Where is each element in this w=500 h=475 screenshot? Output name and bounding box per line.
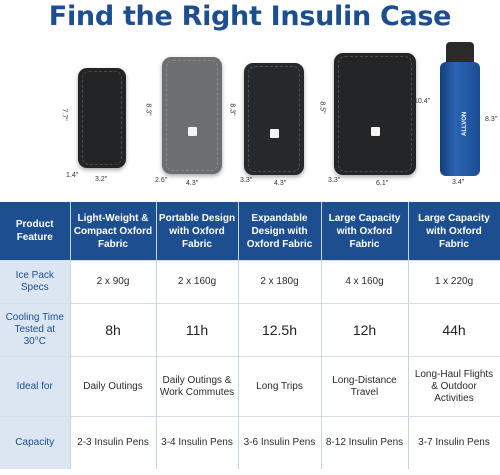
comparison-table: Product Feature Light-Weight & Compact O… (0, 202, 500, 469)
bottle-image: ALLVON (440, 62, 480, 176)
table-cell: 12.5h (238, 303, 322, 357)
case4-width-label: 6.1" (376, 180, 389, 187)
bottle-width-label: 3.4" (452, 179, 465, 186)
case1-depth-label: 1.4" (66, 172, 79, 179)
case-image-1 (78, 68, 126, 168)
bottle-brand-text: ALLVON (462, 111, 468, 136)
bottle-height-label: 10.4" (414, 98, 431, 105)
case3-width-label: 4.3" (274, 180, 287, 187)
table-cell: 8-12 Insulin Pens (321, 416, 409, 469)
table-cell: 3-6 Insulin Pens (238, 416, 322, 469)
table-cell: 11h (156, 303, 239, 357)
table-cell: Long Trips (238, 356, 322, 417)
table-cell: 8h (70, 303, 157, 357)
table-header-cell: Portable Design with Oxford Fabric (156, 202, 239, 261)
table-cell: 2-3 Insulin Pens (70, 416, 157, 469)
table-row: Capacity 2-3 Insulin Pens 3-4 Insulin Pe… (0, 416, 500, 469)
row-feature-label: Cooling Time Tested at 30°C (0, 303, 71, 357)
brand-logo-icon (370, 127, 380, 136)
bottle-body-label: 8.3" (485, 116, 498, 123)
table-header-row: Product Feature Light-Weight & Compact O… (0, 202, 500, 261)
bottle-cap (446, 42, 474, 64)
case4-height-label: 8.5" (318, 101, 326, 114)
row-feature-label: Ideal for (0, 356, 71, 417)
case3-depth-label: 3.3" (240, 177, 253, 184)
table-cell: 2 x 160g (156, 260, 239, 304)
row-feature-label: Ice Pack Specs (0, 260, 71, 304)
table-header-cell: Expandable Design with Oxford Fabric (238, 202, 322, 261)
case1-height-label: 7.7" (60, 108, 68, 121)
table-cell: 2 x 180g (238, 260, 322, 304)
page-title: Find the Right Insulin Case (48, 1, 452, 32)
table-cell: 44h (408, 303, 500, 357)
table-row: Ice Pack Specs 2 x 90g 2 x 160g 2 x 180g… (0, 260, 500, 304)
table-cell: 3-4 Insulin Pens (156, 416, 239, 469)
table-header-cell: Large Capacity with Oxford Fabric (408, 202, 500, 261)
case1-width-label: 3.2" (95, 176, 108, 183)
table-cell: Long-Haul Flights & Outdoor Activities (408, 356, 500, 417)
table-cell: Daily Outings (70, 356, 157, 417)
table-row: Ideal for Daily Outings Daily Outings & … (0, 356, 500, 417)
table-header-cell: Light-Weight & Compact Oxford Fabric (70, 202, 157, 261)
table-row: Cooling Time Tested at 30°C 8h 11h 12.5h… (0, 303, 500, 357)
table-header-cell: Large Capacity with Oxford Fabric (321, 202, 409, 261)
case4-depth-label: 3.3" (328, 177, 341, 184)
table-cell: 1 x 220g (408, 260, 500, 304)
case3-height-label: 8.3" (228, 103, 236, 116)
table-cell: 3-7 Insulin Pens (408, 416, 500, 469)
product-images: 7.7" 1.4" 3.2" 8.3" 2.6" 4.3" 8.3" 3.3" … (0, 36, 500, 196)
table-cell: 2 x 90g (70, 260, 157, 304)
case-image-2 (162, 57, 222, 174)
row-feature-label: Capacity (0, 416, 71, 469)
brand-logo-icon (187, 127, 197, 136)
table-cell: 12h (321, 303, 409, 357)
case2-depth-label: 2.6" (155, 177, 168, 184)
table-cell: Long-Distance Travel (321, 356, 409, 417)
table-cell: Daily Outings & Work Commutes (156, 356, 239, 417)
brand-logo-icon (269, 129, 279, 138)
case-image-4 (334, 53, 416, 175)
case-image-3 (244, 63, 304, 175)
case2-width-label: 4.3" (186, 180, 199, 187)
case2-height-label: 8.3" (144, 103, 152, 116)
table-cell: 4 x 160g (321, 260, 409, 304)
table-header-cell: Product Feature (0, 202, 71, 261)
